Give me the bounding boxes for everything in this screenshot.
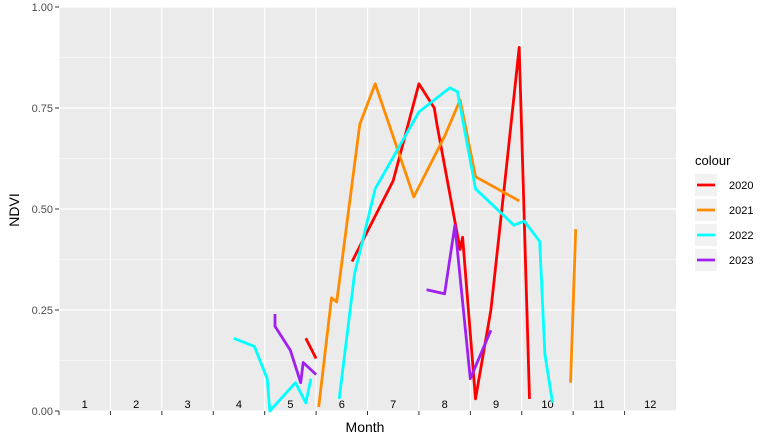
legend: colour 2020 2021 2022 2023 (695, 153, 753, 271)
month-label: 6 (339, 399, 345, 411)
month-label: 3 (184, 399, 190, 411)
x-axis (58, 411, 626, 415)
series-line-2020 (350, 46, 531, 401)
month-label: 5 (287, 399, 293, 411)
y-tick-label: 0.00 (32, 406, 53, 418)
y-tick-label: 0.25 (32, 305, 53, 317)
y-tick-label: 0.75 (32, 103, 53, 115)
month-label: 1 (82, 399, 88, 411)
x-axis-title: Month (346, 419, 385, 435)
month-label: 9 (493, 399, 499, 411)
y-axis: 0.00 0.25 0.50 0.75 1.00 (32, 2, 59, 418)
series-line-2023 (273, 314, 318, 385)
legend-label: 2022 (729, 230, 753, 242)
series-line-2020 (304, 337, 318, 360)
legend-label: 2020 (729, 180, 753, 192)
series-line-2021 (317, 82, 520, 408)
month-label: 8 (442, 399, 448, 411)
month-label: 12 (644, 399, 656, 411)
series-lines (233, 46, 578, 413)
series-line-2021 (569, 229, 578, 383)
series-line-2022 (233, 336, 313, 413)
legend-title: colour (695, 153, 731, 168)
month-label: 10 (541, 399, 553, 411)
month-label: 2 (133, 399, 139, 411)
month-labels: 1 2 3 4 5 6 7 8 9 10 11 12 (82, 399, 657, 411)
series-line-2022 (337, 86, 554, 404)
y-tick-label: 1.00 (32, 2, 53, 14)
y-axis-title: NDVI (6, 193, 22, 226)
month-label: 7 (390, 399, 396, 411)
legend-label: 2021 (729, 205, 753, 217)
legend-label: 2023 (729, 255, 753, 267)
month-label: 4 (236, 399, 242, 411)
series-line-2023 (426, 223, 493, 381)
month-label: 11 (593, 399, 604, 411)
y-tick-label: 0.50 (32, 204, 53, 216)
